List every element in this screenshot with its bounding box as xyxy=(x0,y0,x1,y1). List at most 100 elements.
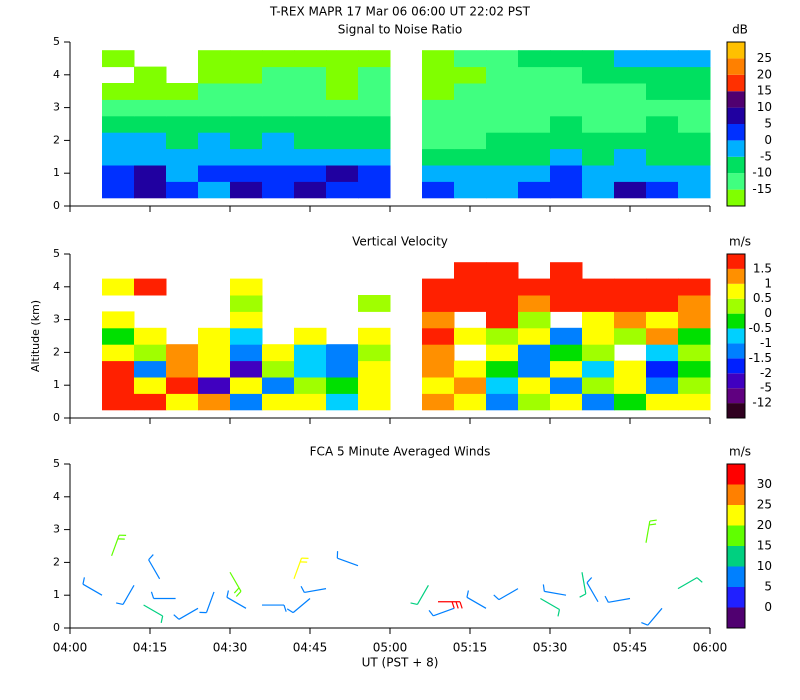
heat-cell xyxy=(358,148,391,166)
heat-cell xyxy=(646,344,679,362)
heat-cell xyxy=(678,83,711,100)
y-tick-label: 0 xyxy=(53,411,60,424)
heat-cell xyxy=(294,377,327,394)
colorbar-label: 25 xyxy=(757,51,772,65)
heat-cell xyxy=(518,393,551,411)
heat-cell xyxy=(422,66,455,84)
heat-cell xyxy=(102,393,135,411)
heat-cell xyxy=(678,132,711,150)
heat-cell xyxy=(262,360,295,378)
wind-barb xyxy=(493,588,519,601)
heat-cell xyxy=(518,327,551,345)
heat-cell xyxy=(326,132,359,150)
y-tick-label: 3 xyxy=(53,523,60,536)
heat-cell xyxy=(454,327,487,345)
heat-cell xyxy=(646,295,679,312)
heat-cell xyxy=(486,262,519,280)
heat-cell xyxy=(422,393,455,411)
colorbar-label: -5 xyxy=(760,149,772,163)
heat-cell xyxy=(454,66,487,84)
heat-cell xyxy=(230,83,263,100)
heat-cell xyxy=(102,377,135,394)
heat-cell xyxy=(582,181,615,199)
heat-cell xyxy=(230,99,263,117)
heat-cell xyxy=(518,66,551,84)
heat-cell xyxy=(486,66,519,84)
heat-cell xyxy=(102,327,135,345)
heat-cell xyxy=(198,66,231,84)
heat-cell xyxy=(198,377,231,394)
heat-cell xyxy=(422,377,455,394)
heat-cell xyxy=(294,66,327,84)
heat-cell xyxy=(518,165,551,182)
heat-cell xyxy=(454,115,487,133)
heat-cell xyxy=(198,393,231,411)
heat-cell xyxy=(646,165,679,182)
heat-cell xyxy=(294,327,327,345)
heat-cell xyxy=(294,50,327,68)
heat-cell xyxy=(550,181,583,199)
heat-cell xyxy=(614,311,647,329)
colorbar-swatch xyxy=(727,388,745,404)
heat-cell xyxy=(454,278,487,296)
heat-cell xyxy=(614,327,647,345)
heat-cell xyxy=(230,377,263,394)
heat-cell xyxy=(486,99,519,117)
colorbar-swatch xyxy=(727,107,745,124)
y-axis-label: Altitude (km) xyxy=(29,300,42,372)
colorbar-label: 0 xyxy=(764,133,772,147)
colorbar-swatch xyxy=(727,173,745,190)
heat-cell xyxy=(166,360,199,378)
wind-barb xyxy=(428,607,455,617)
heat-cell xyxy=(102,165,135,182)
y-tick-label: 2 xyxy=(53,345,60,358)
heat-cell xyxy=(678,278,711,296)
heat-cell xyxy=(262,393,295,411)
heat-cell xyxy=(486,181,519,199)
heat-cell xyxy=(422,278,455,296)
heat-cell xyxy=(262,132,295,150)
heat-cell xyxy=(358,181,391,199)
colorbar-label: -1.5 xyxy=(749,351,772,365)
heat-cell xyxy=(230,132,263,150)
heat-cell xyxy=(326,360,359,378)
heat-cell xyxy=(518,295,551,312)
heat-cell xyxy=(486,344,519,362)
wind-barb xyxy=(604,595,631,603)
heat-cell xyxy=(454,83,487,100)
colorbar-swatch xyxy=(727,403,745,418)
heat-cell xyxy=(614,50,647,68)
heat-cell xyxy=(550,360,583,378)
heat-cell xyxy=(518,50,551,68)
y-tick-label: 5 xyxy=(53,35,60,48)
heat-cell xyxy=(454,99,487,117)
wind-barb xyxy=(542,584,567,596)
colorbar-frame xyxy=(726,41,746,207)
heat-cell xyxy=(422,132,455,150)
heat-cell xyxy=(518,278,551,296)
heat-cell xyxy=(198,50,231,68)
colorbar-swatch xyxy=(727,140,745,157)
heat-cell xyxy=(358,393,391,411)
heat-cell xyxy=(646,83,679,100)
wind-barb xyxy=(286,598,311,614)
heat-cell xyxy=(646,115,679,133)
heat-cell xyxy=(134,181,167,199)
colorbar-swatch xyxy=(727,328,745,344)
heat-cell xyxy=(262,50,295,68)
colorbar-swatch xyxy=(727,373,745,389)
heat-cell xyxy=(614,83,647,100)
heat-cell xyxy=(486,165,519,182)
heat-cell xyxy=(198,83,231,100)
heat-cell xyxy=(166,344,199,362)
heat-cell xyxy=(294,344,327,362)
heat-cell xyxy=(550,99,583,117)
heat-cell xyxy=(230,148,263,166)
heat-cell xyxy=(262,83,295,100)
colorbar-swatch xyxy=(727,587,745,608)
heat-cell xyxy=(550,66,583,84)
heat-cell xyxy=(102,99,135,117)
wind-barb xyxy=(540,597,561,617)
heat-cell xyxy=(518,148,551,166)
heat-cell xyxy=(326,50,359,68)
